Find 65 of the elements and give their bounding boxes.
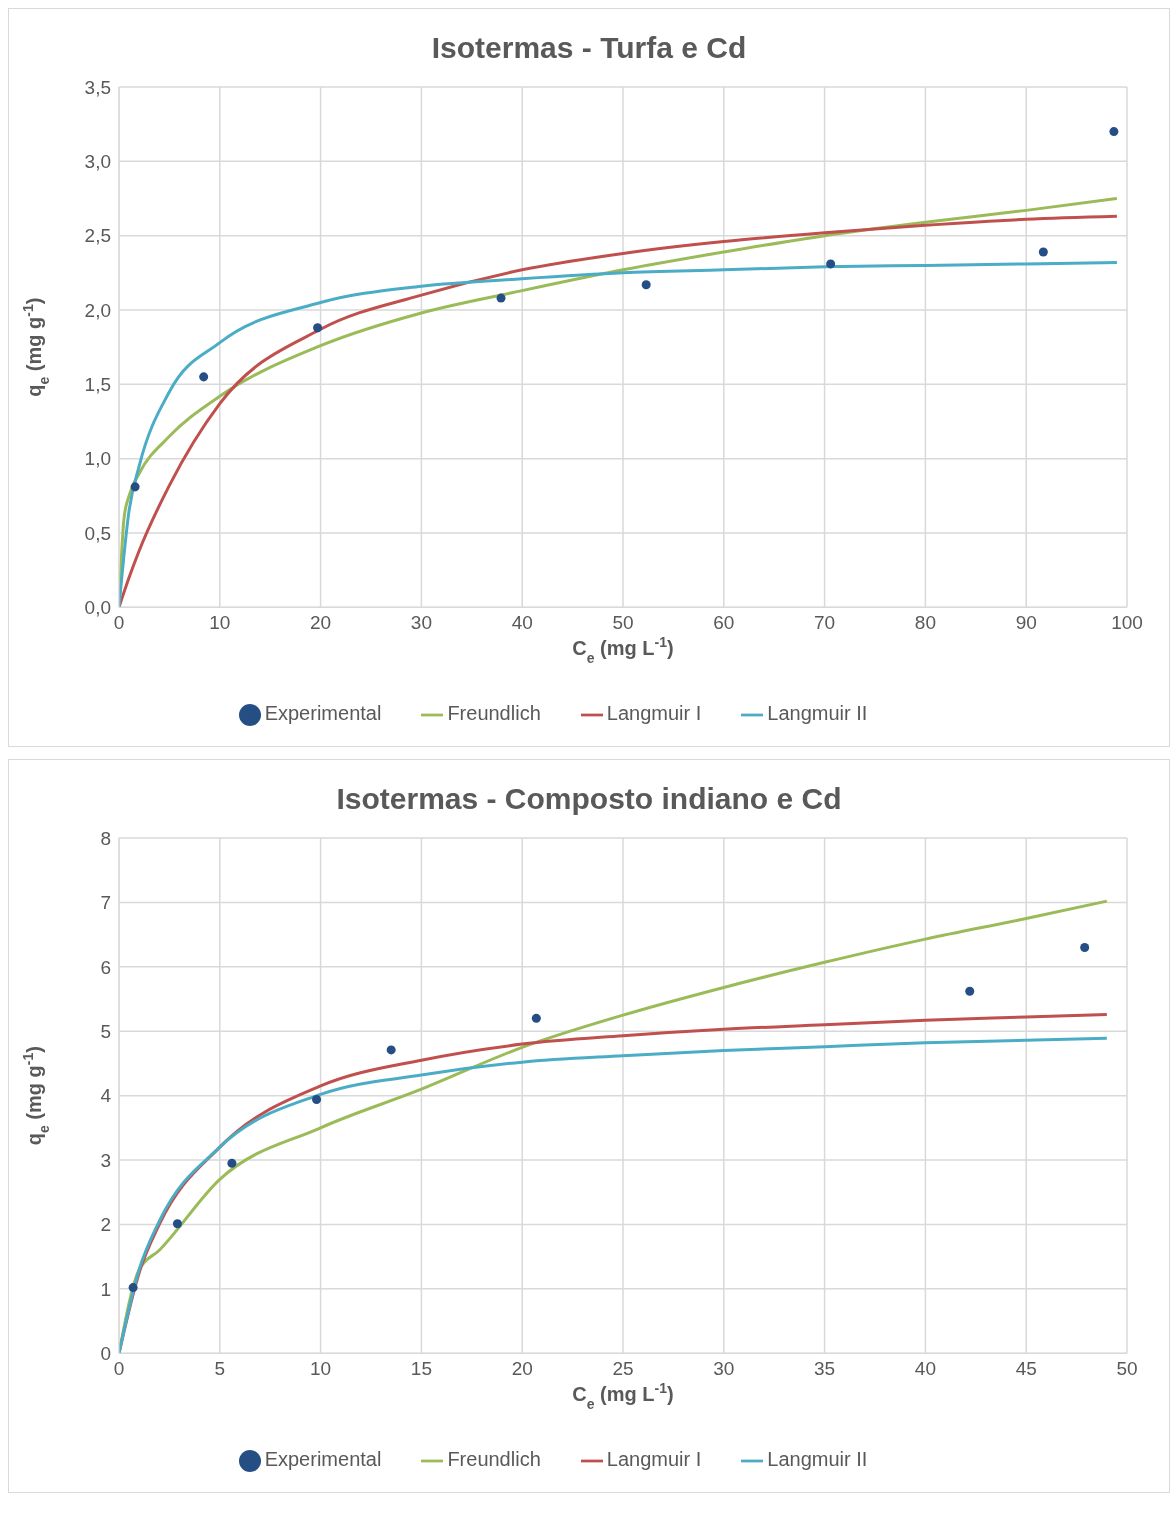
point	[386, 1045, 396, 1055]
y-tick-label: 8	[100, 827, 111, 849]
y-tick-label: 0,0	[84, 597, 111, 619]
x-tick-label: 10	[310, 1357, 332, 1379]
x-tick-label: 50	[612, 611, 634, 633]
y-tick-label: 3,5	[84, 76, 111, 98]
y-tick-label: 1,0	[84, 448, 111, 470]
point	[641, 280, 651, 290]
point	[531, 1013, 541, 1023]
y-tick-label: 5	[100, 1020, 111, 1042]
legend-label: Freundlich	[447, 702, 541, 725]
x-axis-title: C$_{e}$ (mg L$^{-1}$)	[572, 1380, 674, 1413]
y-tick-label: 1	[100, 1278, 111, 1300]
y-tick-label: 1,5	[84, 374, 111, 396]
point	[227, 1158, 237, 1168]
y-tick-label: 0	[100, 1343, 111, 1365]
point	[130, 482, 140, 492]
x-axis-title: C$_{e}$ (mg L$^{-1}$)	[572, 634, 674, 667]
x-tick-label: 5	[214, 1357, 226, 1379]
chart-title: Isotermas - Turfa e Cd	[430, 30, 748, 66]
x-tick-label: 90	[1015, 611, 1037, 633]
legend-label: Langmuir I	[606, 1448, 702, 1471]
y-tick-label: 2	[100, 1214, 111, 1236]
x-tick-label: 20	[310, 611, 332, 633]
x-tick-label: 60	[713, 611, 735, 633]
x-tick-label: 25	[612, 1357, 634, 1379]
x-tick-label: 20	[511, 1357, 533, 1379]
point	[826, 259, 836, 269]
point	[496, 293, 506, 303]
point	[199, 372, 209, 382]
point	[313, 323, 323, 333]
y-tick-label: 4	[100, 1085, 112, 1107]
y-tick-label: 7	[100, 892, 111, 914]
x-tick-label: 30	[410, 611, 432, 633]
x-tick-label: 80	[914, 611, 936, 633]
legend-label: Experimental	[264, 1448, 382, 1471]
y-tick-label: 0,5	[84, 522, 111, 544]
y-tick-label: 3	[100, 1149, 111, 1171]
point	[965, 986, 975, 996]
x-tick-label: 70	[814, 611, 836, 633]
y-tick-label: 6	[100, 956, 111, 978]
legend-label: Langmuir II	[767, 702, 868, 725]
legend-label: Langmuir I	[606, 702, 702, 725]
point	[312, 1095, 322, 1105]
point	[1038, 247, 1048, 257]
point	[1109, 127, 1119, 137]
x-tick-label: 45	[1015, 1357, 1037, 1379]
x-tick-label: 30	[713, 1357, 735, 1379]
x-tick-label: 35	[814, 1357, 836, 1379]
x-tick-label: 100	[1111, 611, 1143, 633]
y-tick-label: 3,0	[84, 151, 111, 173]
y-tick-label: 2,0	[84, 299, 111, 321]
x-tick-label: 40	[914, 1357, 936, 1379]
point	[128, 1283, 138, 1293]
x-tick-label: 40	[511, 611, 533, 633]
x-tick-label: 50	[1116, 1357, 1138, 1379]
x-tick-label: 10	[209, 611, 231, 633]
legend-label: Experimental	[264, 702, 382, 725]
x-tick-label: 15	[410, 1357, 432, 1379]
chart-title: Isotermas - Composto indiano e Cd	[335, 781, 843, 817]
y-tick-label: 2,5	[84, 225, 111, 247]
point	[1080, 942, 1090, 952]
legend-label: Freundlich	[447, 1448, 541, 1471]
point	[172, 1219, 182, 1229]
legend-label: Langmuir II	[767, 1448, 868, 1471]
